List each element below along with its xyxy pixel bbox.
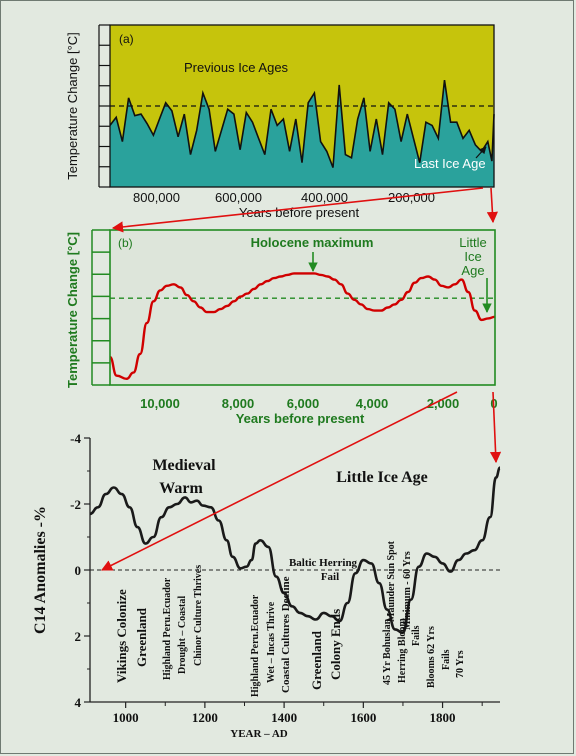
panel-c-event-label: Drought – Coastal: [177, 596, 188, 674]
panel-c-event-label: Wet – Incas Thrive: [266, 601, 277, 683]
panel-c-event-label: Chinor Culture Thrives: [193, 565, 204, 666]
panel-a-xtick-400000: 400,000: [301, 190, 348, 205]
panel-a-xlabel: Years before present: [239, 205, 360, 220]
panel-c-event-label: 45 Yr Bohuslan: [382, 618, 393, 685]
panel-a-annotation-last-ice-age: Last Ice Age: [414, 156, 486, 171]
panel-c-event-label: Greenland: [134, 607, 149, 667]
panel-c-event-label: Fails: [411, 625, 422, 646]
connector-arrows: [100, 187, 502, 571]
panel-c-event-label: Minimum - 60 Yrs: [402, 551, 413, 630]
panel-b-annotation-little: Little: [459, 235, 486, 250]
panel-a-xtick-800000: 800,000: [133, 190, 180, 205]
panel-c-event-label: Vikings Colonize: [114, 589, 129, 683]
panel-b-background: [110, 230, 495, 385]
panel-c-ytick-label: 0: [75, 563, 82, 578]
panel-b-xtick-8000: 8,000: [222, 396, 255, 411]
panel-c-ytick-label: 4: [75, 695, 82, 710]
panel-c-xtick-label: 1600: [350, 710, 376, 725]
panel-c-event-label: Maunder Sun Spot: [386, 540, 397, 622]
panel-c-c14-line: [89, 466, 501, 635]
panel-c-xlabel: YEAR – AD: [230, 728, 288, 740]
panel-c-event-label: Greenland: [309, 630, 324, 690]
panel-c-event-label: Blooms 62 Yrs: [426, 626, 437, 688]
panel-a-y-ticks: [98, 24, 110, 188]
panel-b-xlabel: Years before present: [236, 411, 365, 426]
panel-c-annotation-medieval: Medieval: [152, 457, 216, 474]
panel-b-annotation-holocene-maximum: Holocene maximum: [251, 235, 374, 250]
arrow-a-to-b-right: [486, 187, 498, 224]
panel-c-xtick-label: 1800: [430, 710, 456, 725]
panel-a-label: (a): [119, 32, 134, 46]
panel-c-event-label: Fails: [441, 649, 452, 670]
panel-a-area-fill: [110, 80, 494, 187]
panel-c-xtick-label: 1200: [192, 710, 218, 725]
panel-c-event-label: Highland Peru.Ecuador: [162, 577, 173, 680]
panel-c-ticks: -4 -2 0 2 4 1000 1200 1400 1600 1800: [70, 431, 483, 725]
panel-a-ylabel: Temperature Change [°C]: [65, 32, 80, 180]
panel-b: (b) Holocene maximum Little Ice Age 10,0…: [65, 229, 498, 426]
panel-b-border: [109, 229, 496, 386]
panel-b-label: (b): [118, 236, 133, 250]
panel-b-temperature-line: [109, 272, 496, 381]
panel-b-y-ticks: [91, 229, 110, 386]
panel-c-event-label: Highland Peru.Ecuador: [250, 594, 261, 697]
panel-b-xtick-6000: 6,000: [287, 396, 320, 411]
panel-c-event-label: Colony Ends: [328, 609, 343, 680]
panel-b-xtick-10000: 10,000: [140, 396, 180, 411]
arrow-b-to-c-left: [100, 391, 458, 571]
panel-c-annotation-fail: Fail: [321, 571, 339, 583]
panel-c-annotation-warm: Warm: [159, 480, 203, 497]
panel-c-xtick-label: 1000: [113, 710, 139, 725]
panel-a-xtick-600000: 600,000: [215, 190, 262, 205]
panel-c-ytick-label: -4: [70, 431, 81, 446]
panel-c-xtick-label: 1400: [271, 710, 297, 725]
panel-a-area-outline: [109, 79, 495, 168]
panel-a-last-ice-age-pointer: [475, 146, 487, 159]
panel-b-annotation-ice: Ice: [464, 249, 481, 264]
panel-b-ylabel: Temperature Change [°C]: [65, 232, 80, 388]
arrow-a-to-b-left: [111, 187, 484, 233]
panel-c-event-label: Coastal Cultures Decline: [280, 576, 292, 693]
arrow-b-to-c-right: [489, 391, 502, 464]
panel-a-annotation-previous-ice-ages: Previous Ice Ages: [184, 60, 289, 75]
panel-b-xtick-4000: 4,000: [356, 396, 389, 411]
panel-b-annotation-age: Age: [461, 263, 484, 278]
panel-c-ylabel: C14 Anomalies -%: [32, 506, 49, 634]
panel-b-xtick-2000: 2,000: [427, 396, 460, 411]
panel-c-annotation-baltic-herring: Baltic Herring: [289, 557, 358, 569]
panel-c-ytick-label: -2: [70, 497, 81, 512]
panel-a: (a) Previous Ice Ages Last Ice Age 800,0…: [65, 24, 495, 220]
panel-c-ytick-label: 2: [75, 629, 82, 644]
panel-a-area-series: [109, 79, 495, 187]
panel-c-annotation-little-ice-age: Little Ice Age: [336, 469, 428, 486]
panel-c-event-label: 70 Yrs: [455, 650, 466, 678]
panel-c-event-labels: Vikings Colonize Greenland Highland Peru.E…: [114, 540, 466, 697]
panel-c: -4 -2 0 2 4 1000 1200 1400 1600 1800 Medieval War…: [32, 431, 501, 740]
panel-c-event-label: Herring Bloom: [397, 618, 408, 683]
